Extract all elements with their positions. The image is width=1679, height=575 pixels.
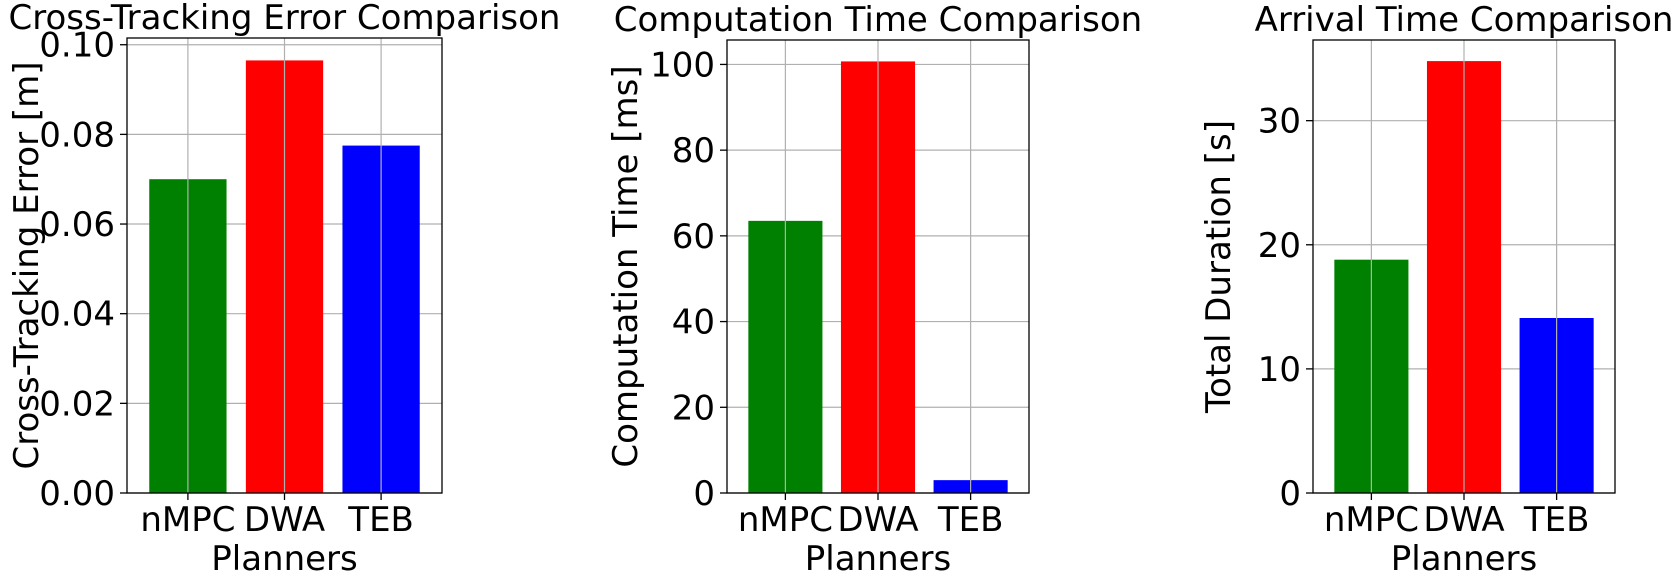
y-tick-label: 40 — [672, 303, 715, 343]
chart-title: Arrival Time Comparison — [1255, 0, 1674, 40]
y-tick-label: 0 — [693, 474, 715, 514]
x-tick-label: TEB — [1523, 500, 1590, 540]
x-tick-label: TEB — [347, 500, 414, 540]
chart-panel-1: 0.00 0.02 0.04 0.06 0.08 0.10 nMPC DWA TEB Cross-… — [7, 0, 560, 575]
y-tick-label: 10 — [1258, 350, 1301, 390]
y-tick-label: 0.04 — [39, 295, 115, 335]
y-tick-label: 0.10 — [39, 26, 115, 66]
y-axis-label: Computation Time [ms] — [606, 65, 646, 467]
y-tick-label: 20 — [1258, 226, 1301, 266]
chart-title: Cross-Tracking Error Comparison — [9, 0, 561, 38]
chart-panel-2: 0 20 40 60 80 100 nMPC DWA TEB Computation Time C… — [606, 0, 1142, 575]
y-axis-label: Total Duration [s] — [1199, 120, 1239, 414]
y-tick-label: 100 — [650, 45, 715, 85]
chart-panel-3: 0 10 20 30 nMPC DWA TEB Arrival Time Comparison… — [1199, 0, 1673, 575]
y-tick-label: 0.00 — [39, 474, 115, 514]
y-tick-label: 30 — [1258, 102, 1301, 142]
x-tick-label: DWA — [244, 500, 325, 540]
y-tick-label: 0.06 — [39, 205, 115, 245]
y-tick-label: 0.08 — [39, 115, 115, 155]
x-tick-label: nMPC — [1324, 500, 1419, 540]
y-tick-label: 60 — [672, 217, 715, 257]
y-tick-label: 0 — [1279, 474, 1301, 514]
chart-title: Computation Time Comparison — [614, 0, 1142, 40]
x-tick-label: TEB — [937, 500, 1004, 540]
x-tick-label: DWA — [837, 500, 918, 540]
y-tick-label: 0.02 — [39, 384, 115, 424]
x-tick-label: nMPC — [738, 500, 833, 540]
x-tick-label: DWA — [1423, 500, 1504, 540]
x-axis-label: Planners — [211, 539, 358, 575]
x-axis-label: Planners — [1391, 539, 1538, 575]
x-axis-label: Planners — [805, 539, 952, 575]
x-tick-label: nMPC — [140, 500, 235, 540]
y-tick-label: 80 — [672, 131, 715, 171]
y-tick-label: 20 — [672, 388, 715, 428]
y-axis-label: Cross-Tracking Error [m] — [7, 61, 47, 469]
